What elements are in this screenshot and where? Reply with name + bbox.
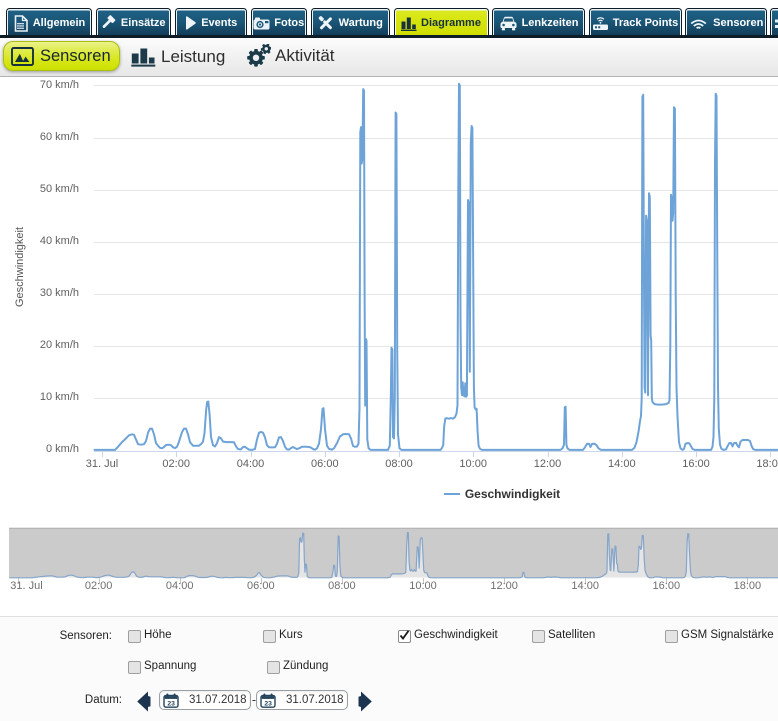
svg-text:23: 23 — [167, 700, 175, 707]
svg-text:23: 23 — [264, 700, 272, 707]
